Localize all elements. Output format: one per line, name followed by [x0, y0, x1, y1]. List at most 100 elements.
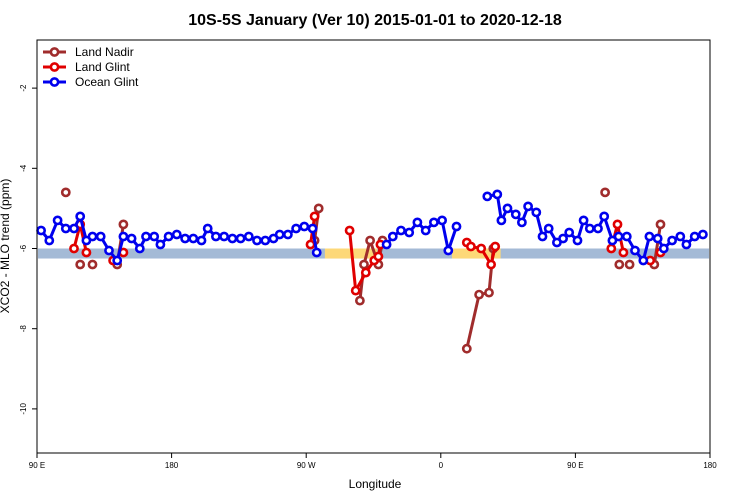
data-point [69, 223, 79, 234]
data-point [134, 243, 145, 254]
data-point [219, 231, 229, 242]
legend-item: Ocean Glint [43, 75, 139, 89]
data-point [681, 239, 692, 250]
data-point [465, 241, 476, 252]
data-point [387, 231, 398, 242]
data-point [202, 223, 213, 234]
data-point [171, 229, 182, 240]
data-point [613, 231, 624, 242]
data-point [655, 219, 666, 230]
legend-swatch-marker [49, 47, 60, 57]
data-point [612, 219, 623, 230]
data-point [490, 241, 501, 252]
data-point [309, 211, 320, 222]
data-point [652, 233, 663, 244]
data-point [149, 231, 160, 242]
series-line [385, 218, 458, 252]
data-point [235, 233, 246, 244]
data-point [537, 231, 548, 242]
legend-item: Land Nadir [43, 45, 134, 59]
x-tick-label: 90 W [297, 461, 316, 470]
data-point [81, 247, 92, 258]
data-point [689, 231, 700, 242]
data-point [496, 215, 507, 226]
data-point [243, 231, 254, 242]
data-point [126, 233, 137, 244]
data-point [282, 229, 293, 240]
data-point [510, 209, 521, 220]
legend-label: Land Nadir [75, 45, 134, 59]
data-point [531, 207, 542, 218]
data-point [404, 227, 415, 238]
data-point [614, 259, 625, 270]
data-point [305, 239, 316, 250]
data-point [291, 223, 301, 234]
y-tick-label: -10 [19, 403, 28, 415]
y-tick-label: -2 [19, 84, 28, 92]
data-point [618, 247, 629, 258]
data-point [104, 245, 114, 256]
data-point [307, 223, 318, 234]
data-point [578, 215, 589, 226]
data-point [196, 235, 207, 246]
data-point [502, 203, 513, 214]
data-point [584, 223, 595, 234]
data-point [75, 259, 86, 270]
data-point [437, 215, 447, 226]
data-point [523, 201, 533, 212]
data-point [420, 225, 431, 236]
data-point [474, 289, 484, 300]
data-point [396, 225, 406, 236]
data-point [675, 231, 686, 242]
data-point [443, 245, 454, 256]
series-line [465, 248, 495, 350]
x-tick-label: 90 E [29, 461, 45, 470]
highlight-region [452, 248, 501, 259]
data-point [87, 231, 98, 242]
y-axis: -2 -4 -6 -8 -10 [19, 84, 37, 415]
data-point [698, 229, 708, 240]
legend-label: Land Glint [75, 60, 130, 74]
data-point [188, 233, 199, 244]
data-point [667, 235, 677, 246]
data-point [44, 235, 55, 246]
data-point [365, 235, 375, 246]
x-tick-label: 90 E [567, 461, 583, 470]
x-tick-label: 0 [439, 461, 444, 470]
data-point [564, 227, 575, 238]
data-point [36, 225, 46, 236]
y-tick-label: -6 [19, 244, 28, 252]
y-tick-label: -8 [19, 325, 28, 333]
data-point [461, 343, 472, 354]
data-point [482, 191, 493, 202]
data-point [118, 231, 129, 242]
legend-label: Ocean Glint [75, 75, 139, 89]
y-axis-label: XCO2 - MLO trend (ppm) [0, 179, 12, 314]
data-point [373, 251, 384, 262]
series-ocean-glint [36, 189, 708, 266]
data-point [412, 217, 423, 228]
legend-swatch-marker [49, 62, 60, 72]
data-point [517, 217, 527, 228]
data-point [476, 243, 487, 254]
data-point [359, 259, 369, 270]
data-point [621, 231, 632, 242]
data-point [252, 235, 262, 246]
y-tick-label: -4 [19, 164, 28, 172]
data-point [354, 295, 365, 306]
data-point [360, 267, 371, 278]
data-point [599, 211, 610, 222]
data-point [69, 243, 79, 254]
x-tick-label: 180 [165, 461, 179, 470]
data-point [227, 233, 238, 244]
data-point [75, 211, 86, 222]
data-point [112, 255, 123, 266]
data-point [274, 229, 285, 240]
data-point [600, 187, 610, 198]
series-line [652, 224, 662, 265]
data-point [118, 219, 129, 230]
data-point [451, 221, 462, 232]
data-point [163, 231, 174, 242]
data-point [141, 231, 151, 242]
